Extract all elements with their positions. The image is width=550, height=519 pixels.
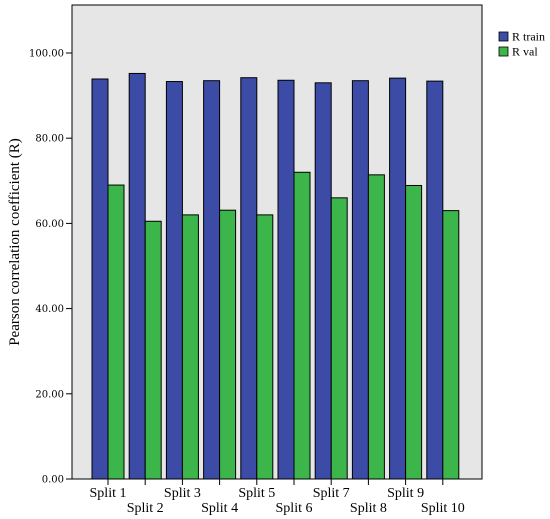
x-tick-label: Split 2 [127, 501, 164, 516]
bar-r-train [91, 78, 109, 480]
bar-r-val [293, 171, 311, 480]
x-tick-label: Split 5 [238, 486, 275, 501]
legend-swatch [498, 46, 509, 57]
bars [91, 72, 460, 480]
x-tick-label: Split 10 [421, 501, 465, 516]
y-tick-label: 0.00 [42, 475, 64, 486]
y-tick-label: 80.00 [35, 134, 64, 145]
y-axis-title: Pearson correlation coefficient (R) [7, 138, 23, 346]
bar-r-val [256, 214, 274, 480]
bar-r-train [426, 80, 444, 480]
y-axis: 0.00 20.00 40.00 60.00 80.00 100.00 [29, 49, 72, 486]
x-tick-label: Split 1 [90, 486, 127, 501]
bar-r-train [165, 81, 183, 480]
bar-r-val [367, 174, 385, 480]
x-tick-label: Split 8 [350, 501, 387, 516]
bar-r-val [144, 220, 162, 480]
x-tick-label: Split 3 [164, 486, 201, 501]
legend-swatch [498, 31, 509, 42]
bar-r-val [405, 184, 423, 480]
bar-r-train [314, 82, 332, 480]
legend-label: R val [512, 45, 538, 59]
y-tick-label: 40.00 [35, 304, 64, 315]
y-tick-label: 20.00 [35, 389, 64, 400]
bar-r-train [277, 79, 295, 480]
bar-r-train [128, 72, 146, 480]
legend-label: R train [512, 30, 545, 44]
bar-r-train [240, 77, 258, 480]
bar-r-val [330, 197, 348, 480]
y-tick-label: 100.00 [29, 49, 64, 60]
bar-r-train [389, 77, 407, 480]
bar-r-val [181, 214, 199, 480]
bar-r-train [351, 80, 369, 480]
x-tick-label: Split 7 [313, 486, 350, 501]
bar-r-train [203, 80, 221, 480]
x-tick-label: Split 4 [201, 501, 238, 516]
bar-r-val [442, 210, 460, 480]
bar-r-val [107, 184, 125, 480]
y-tick-label: 60.00 [35, 219, 64, 230]
x-tick-label: Split 9 [387, 486, 424, 501]
x-tick-label: Split 6 [276, 501, 313, 516]
bar-r-val [219, 209, 237, 480]
